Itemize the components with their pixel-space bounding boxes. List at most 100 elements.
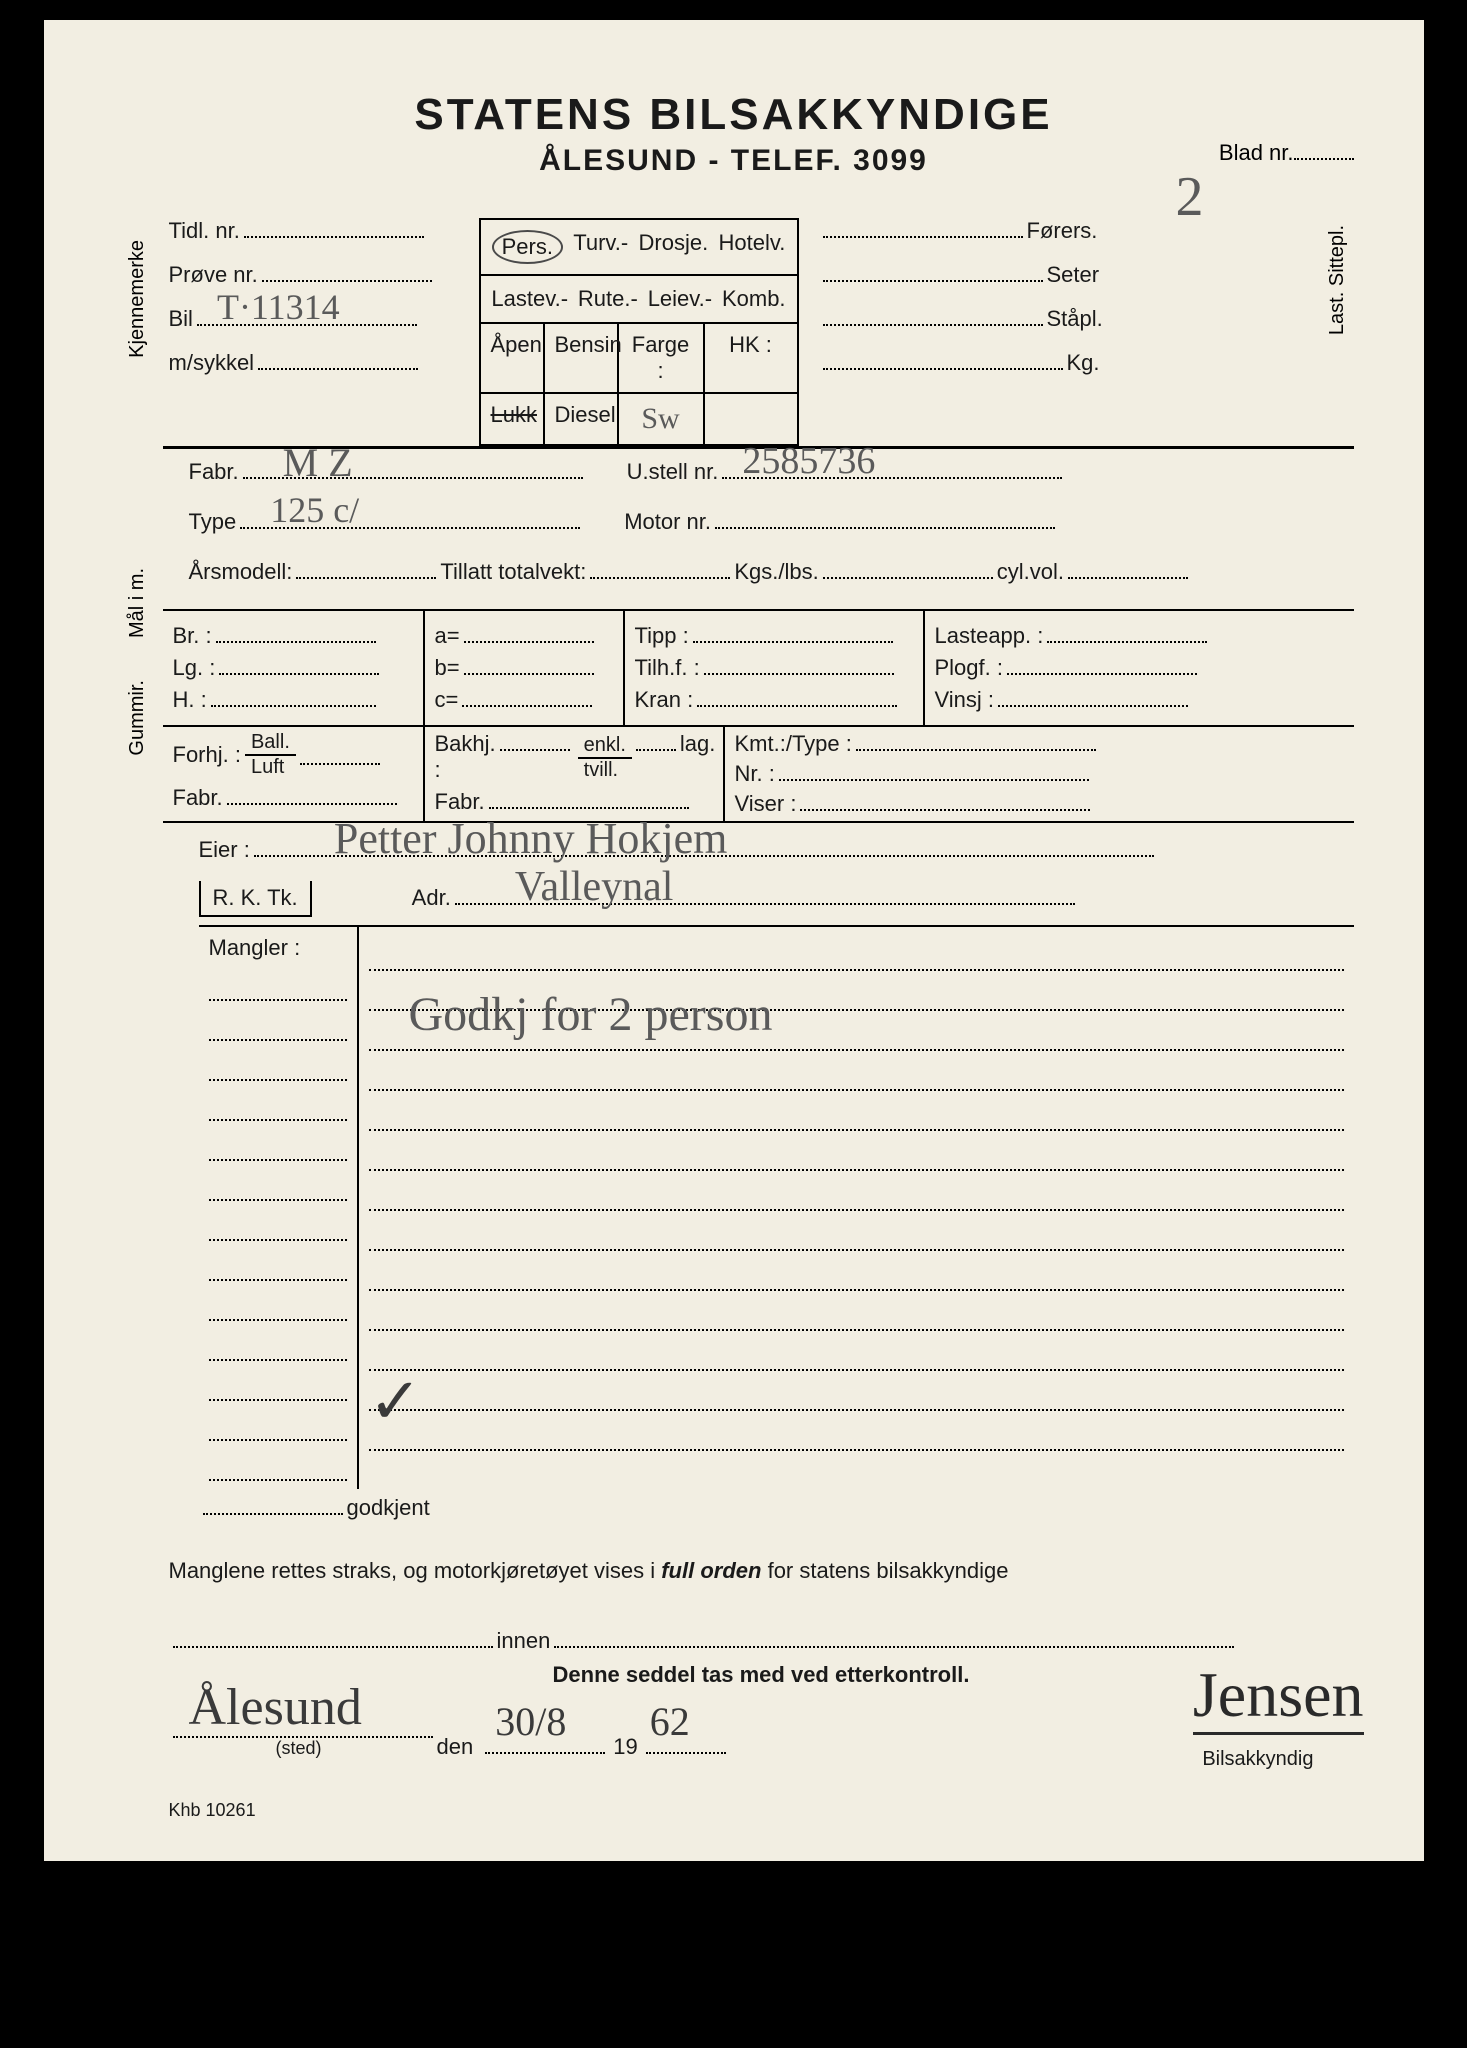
- lbl-fabr-g2: Fabr.: [435, 789, 485, 815]
- footer-text: Manglene rettes straks, og motorkjøretøy…: [169, 1545, 1354, 1598]
- hw-fabr: M Z: [283, 439, 353, 486]
- frac-ball-luft: Ball. Luft: [245, 731, 296, 779]
- signature-row: Ålesund (sted) den 30/8 19 62 Jensen Bil…: [169, 1718, 1354, 1760]
- lbl-rktk: R. K. Tk.: [199, 881, 312, 917]
- form-code: Khb 10261: [169, 1800, 1354, 1821]
- lbl-bil: Bil: [169, 306, 193, 332]
- lbl-innen: innen: [497, 1628, 551, 1654]
- lbl-stapl: Ståpl.: [1047, 306, 1103, 332]
- blad-nr-label: Blad nr.: [1219, 140, 1294, 165]
- blad-nr: Blad nr.: [1219, 140, 1354, 166]
- footer-line1a: Manglene rettes straks, og motorkjøretøy…: [169, 1558, 662, 1583]
- lbl-arsmodell: Årsmodell:: [189, 559, 293, 585]
- form-area: Tidl. nr. Prøve nr. Bil T·11314 m/sykkel…: [169, 218, 1354, 1821]
- hw-bil: T·11314: [217, 286, 340, 328]
- lbl-leiev: Leiev.-: [648, 286, 712, 312]
- lbl-sted: (sted): [169, 1738, 429, 1759]
- lbl-hk: HK :: [705, 324, 797, 392]
- subtitle: ÅLESUND - TELEF. 3099: [114, 144, 1354, 178]
- hw-mangler-note: Godkj for 2 person: [409, 987, 773, 1042]
- lbl-cyl: cyl.vol.: [997, 559, 1064, 585]
- footer-line1c: for statens bilsakkyndige: [768, 1558, 1009, 1583]
- vlabel-last-sittepl: Last. Sittepl.: [1326, 225, 1349, 335]
- lbl-rute: Rute.-: [578, 286, 638, 312]
- lbl-c: c=: [435, 687, 459, 713]
- lbl-lukk: Lukk: [481, 394, 545, 444]
- vlabel-mal: Mål i m.: [126, 568, 149, 638]
- lbl-fabr-g1: Fabr.: [173, 785, 223, 811]
- lbl-tipp: Tipp :: [635, 623, 689, 649]
- lbl-prove-nr: Prøve nr.: [169, 262, 258, 288]
- hw-sted: Ålesund: [189, 1678, 362, 1737]
- vehicle-type-box: Pers. Turv.- Drosje. Hotelv. Lastev.- Ru…: [479, 218, 799, 446]
- hw-ustell: 2585736: [742, 439, 875, 483]
- lbl-type: Type: [189, 509, 237, 535]
- lbl-h: H. :: [173, 687, 207, 713]
- lbl-msykkel: m/sykkel: [169, 350, 255, 376]
- lbl-ustell: U.stell nr.: [627, 459, 719, 485]
- section-dimensions: Br. : Lg. : H. : a= b= c= Tipp : Tilh.f.…: [163, 609, 1354, 727]
- lbl-adr: Adr.: [412, 885, 451, 911]
- lbl-den: den: [437, 1734, 474, 1760]
- hw-year: 62: [650, 1698, 690, 1745]
- lbl-eier: Eier :: [199, 837, 250, 863]
- circled-pers: Pers.: [492, 230, 563, 264]
- hw-date: 30/8: [495, 1698, 566, 1745]
- lbl-lg: Lg. :: [173, 655, 216, 681]
- lbl-lag: lag.: [680, 731, 715, 757]
- lbl-motor: Motor nr.: [624, 509, 711, 535]
- lbl-plog: Plogf. :: [935, 655, 1003, 681]
- lbl-turv: Turv.-: [573, 230, 628, 264]
- lbl-nr: Nr. :: [735, 761, 775, 787]
- godkjent-row: godkjent: [199, 1495, 1354, 1521]
- lbl-seter: Seter: [1047, 262, 1100, 288]
- lbl-tidl-nr: Tidl. nr.: [169, 218, 240, 244]
- lbl-tilh: Tilh.f. :: [635, 655, 700, 681]
- lbl-fabr: Fabr.: [189, 459, 239, 485]
- lbl-forers: Førers.: [1027, 218, 1098, 244]
- vlabel-gummir: Gummir.: [126, 680, 149, 756]
- hw-farge: Sw: [619, 394, 705, 444]
- lbl-bilsakkyndig: Bilsakkyndig: [1202, 1748, 1313, 1771]
- section-mangler: Mangler : Godkj for 2 person ✓: [199, 925, 1354, 1489]
- lbl-kran: Kran :: [635, 687, 694, 713]
- lbl-bakhj: Bakhj. :: [435, 731, 496, 783]
- hw-type: 125 c/: [270, 489, 359, 531]
- lbl-godkjent: godkjent: [347, 1495, 430, 1521]
- lbl-lastev: Lastev.-: [491, 286, 568, 312]
- lbl-farge: Farge :: [619, 324, 705, 392]
- hw-adr: Valleynal: [515, 863, 674, 911]
- lbl-drosje: Drosje.: [639, 230, 709, 264]
- lbl-kgs: Kgs./lbs.: [734, 559, 818, 585]
- lbl-a: a=: [435, 623, 460, 649]
- lbl-viser: Viser :: [735, 791, 797, 817]
- handwritten-page-number: 2: [1176, 165, 1204, 229]
- lbl-bensin: Bensin: [545, 324, 619, 392]
- vlabel-kjennemerke: Kjennemerke: [126, 240, 149, 358]
- hw-eier: Petter Johnny Hokjem: [334, 813, 728, 864]
- frac-enkl-tvill: enkl. tvill.: [578, 734, 632, 782]
- lbl-br: Br. :: [173, 623, 212, 649]
- lbl-kmt: Kmt.:/Type :: [735, 731, 852, 757]
- section-owner: Eier : Petter Johnny Hokjem R. K. Tk. Ad…: [199, 837, 1354, 917]
- lbl-vinsj: Vinsj :: [935, 687, 995, 713]
- hw-bilsakkyndig-sig: Jensen: [1193, 1658, 1364, 1735]
- lbl-komb: Komb.: [722, 286, 786, 312]
- innen-row: innen: [169, 1628, 1354, 1654]
- section-vehicle-details: Fabr. M Z U.stell nr. 2585736 Type 125 c…: [189, 459, 1354, 595]
- footer-line1b: full orden: [661, 1558, 761, 1583]
- section-kjennemerke: Tidl. nr. Prøve nr. Bil T·11314 m/sykkel…: [169, 218, 1354, 446]
- document-page: STATENS BILSAKKYNDIGE ÅLESUND - TELEF. 3…: [44, 20, 1424, 1861]
- checkmark-icon: ✓: [369, 1364, 423, 1439]
- lbl-hotelv: Hotelv.: [718, 230, 785, 264]
- lbl-mangler: Mangler :: [209, 935, 347, 961]
- title: STATENS BILSAKKYNDIGE: [114, 90, 1354, 140]
- lbl-apen: Åpen: [481, 324, 545, 392]
- section-tyres: Forhj. : Ball. Luft Fabr. Bakhj. : enkl.…: [163, 727, 1354, 823]
- lbl-b: b=: [435, 655, 460, 681]
- lbl-forhj: Forhj. :: [173, 742, 241, 768]
- lbl-year-prefix: 19: [613, 1734, 637, 1760]
- lbl-tillatt: Tillatt totalvekt:: [440, 559, 586, 585]
- lbl-kg: Kg.: [1067, 350, 1100, 376]
- lbl-diesel: Diesel: [545, 394, 619, 444]
